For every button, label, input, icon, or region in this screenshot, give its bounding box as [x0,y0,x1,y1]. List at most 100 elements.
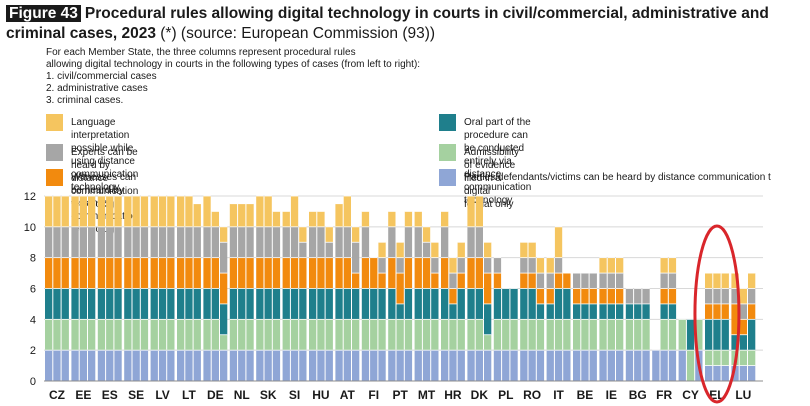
bar-segment [404,211,413,227]
bar-segment [589,319,597,351]
bar-segment [528,257,536,274]
bar-segment [124,288,132,320]
bar-segment [431,273,439,289]
bar-segment [431,288,439,320]
bar-segment [546,273,554,289]
x-tick-label: SE [128,388,144,402]
bar-segment [748,350,756,366]
bar-segment [317,226,325,258]
bar-segment [177,196,185,227]
bar-segment [282,350,290,381]
bar-segment [686,350,695,381]
bar-segment [53,288,61,320]
bar-segment [53,257,61,289]
legend-swatch [439,169,456,186]
bar-segment [431,350,439,381]
bar-segment [414,350,422,381]
bar-segment [177,288,185,320]
bar-segment [396,350,404,381]
bar-segment [554,288,563,320]
bar-segment [140,350,149,381]
bar-segment [97,288,106,320]
bar-segment [79,288,87,320]
bar-segment [431,319,439,351]
bar-segment [343,319,351,351]
bar-segment [177,226,185,258]
y-tick-label: 12 [24,191,36,203]
bar-segment [668,257,677,274]
bar-segment [467,226,475,258]
bar-segment [140,196,149,227]
bar-segment [678,319,686,351]
bar-segment [731,365,739,381]
bar-segment [607,319,615,351]
bar-segment [309,288,317,320]
bar-segment [378,257,386,274]
bar-segment [282,319,290,351]
legend-item: Oral part of the procedure can be conduc… [439,114,531,207]
bar-segment [106,350,114,381]
bar-segment [272,211,281,227]
bar-segment [642,288,650,304]
bar-segment [616,273,624,289]
bar-segment [246,288,254,320]
bar-segment [211,257,219,289]
bar-segment [211,288,219,320]
bar-segment [581,303,589,320]
bar-segment [299,242,307,258]
x-tick-label: IE [606,388,617,402]
bar-segment [132,226,140,258]
bar-segment [502,319,510,351]
bar-segment [317,288,325,320]
bar-segment [97,226,106,258]
bar-segment [370,350,378,381]
legend-swatch [439,114,456,131]
legend-item: Language interpretation possible while u… [46,114,138,194]
bar-segment [634,319,642,351]
bar-segment [79,196,87,227]
bar-segment [414,288,422,320]
bar-segment [396,303,404,320]
chart-notes: For each Member State, the three columns… [46,47,420,107]
bar-segment [114,288,122,320]
bar-segment [536,303,545,320]
bar-segment [536,273,545,289]
bar-segment [71,226,79,258]
bar-segment [705,319,713,351]
bar-segment [510,288,518,320]
bar-segment [185,196,193,227]
legend-swatch [46,114,63,131]
bar-segment [414,319,422,351]
note-line: 2. administrative cases [46,83,148,94]
bar-segment [335,257,343,289]
bar-segment [625,350,634,381]
bar-segment [193,319,201,351]
bar-segment [404,257,413,289]
figure-title: Figure 43 Procedural rules allowing digit… [6,4,804,44]
bar-segment [422,319,431,351]
x-tick-label: LU [735,388,751,402]
bar-segment [731,288,739,304]
bar-segment [449,257,457,274]
bar-segment [88,350,96,381]
bar-segment [309,211,317,227]
bar-segment [167,350,175,381]
bar-segment [150,319,158,351]
bar-segment [449,303,457,320]
bar-segment [378,350,386,381]
bar-segment [441,211,449,227]
bar-segment [88,319,96,351]
note-line: 3. criminal cases. [46,95,124,106]
x-tick-label: SI [289,388,300,402]
bar-segment [721,273,729,289]
bar-segment [272,226,281,258]
bar-segment [475,196,483,227]
bar-segment [493,319,502,351]
bar-segment [272,350,281,381]
bar-segment [352,226,360,243]
bar-segment [731,303,739,335]
bar-segment [396,319,404,351]
bar-segment [150,196,158,227]
bar-segment [449,319,457,351]
bar-segment [79,350,87,381]
